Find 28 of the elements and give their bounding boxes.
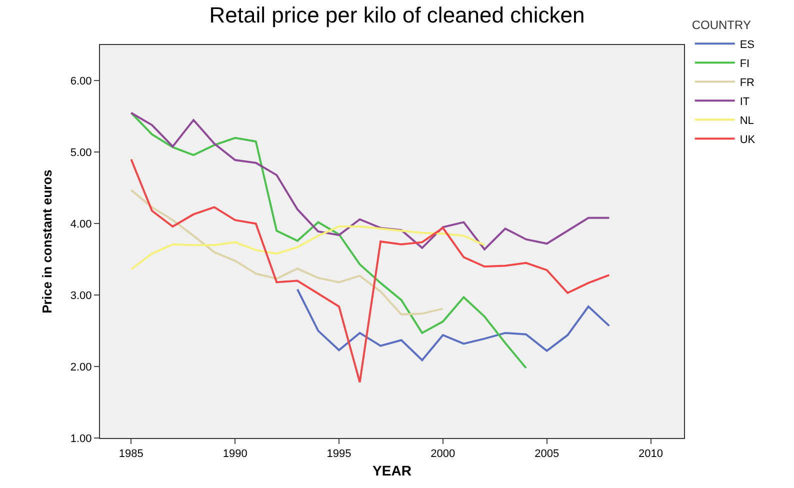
line-series [130, 225, 486, 270]
x-tick-label: 1990 [222, 448, 248, 460]
x-tick-label: 1995 [326, 448, 352, 460]
y-axis-title: Price in constant euros [39, 170, 54, 314]
x-tick-label: 2010 [638, 448, 663, 460]
legend-title: COUNTRY [692, 18, 751, 32]
x-tick-label: 1985 [118, 448, 144, 460]
line-series [130, 112, 528, 369]
y-tick-label: 3.00 [70, 290, 92, 302]
line-series [130, 189, 444, 316]
y-tick-label: 5.00 [70, 147, 92, 160]
legend-label: NL [740, 114, 754, 127]
y-tick-label: 4.00 [70, 218, 92, 230]
x-tick-label: 2005 [534, 448, 560, 460]
legend-label: ES [740, 38, 755, 51]
legend-label: FI [740, 58, 750, 70]
line-series [130, 158, 610, 384]
chart-title: Retail price per kilo of cleaned chicken [209, 2, 585, 28]
x-tick-label: 2000 [430, 448, 456, 460]
y-tick-label: 6.00 [70, 76, 92, 88]
y-tick-label: 1.00 [70, 432, 92, 445]
y-tick-label: 2.00 [70, 361, 92, 374]
legend-label: FR [740, 76, 755, 89]
x-axis-title: YEAR [372, 462, 412, 478]
line-series [130, 112, 610, 250]
line-series [296, 288, 610, 362]
legend-label: IT [740, 96, 750, 108]
legend-label: UK [740, 134, 756, 146]
